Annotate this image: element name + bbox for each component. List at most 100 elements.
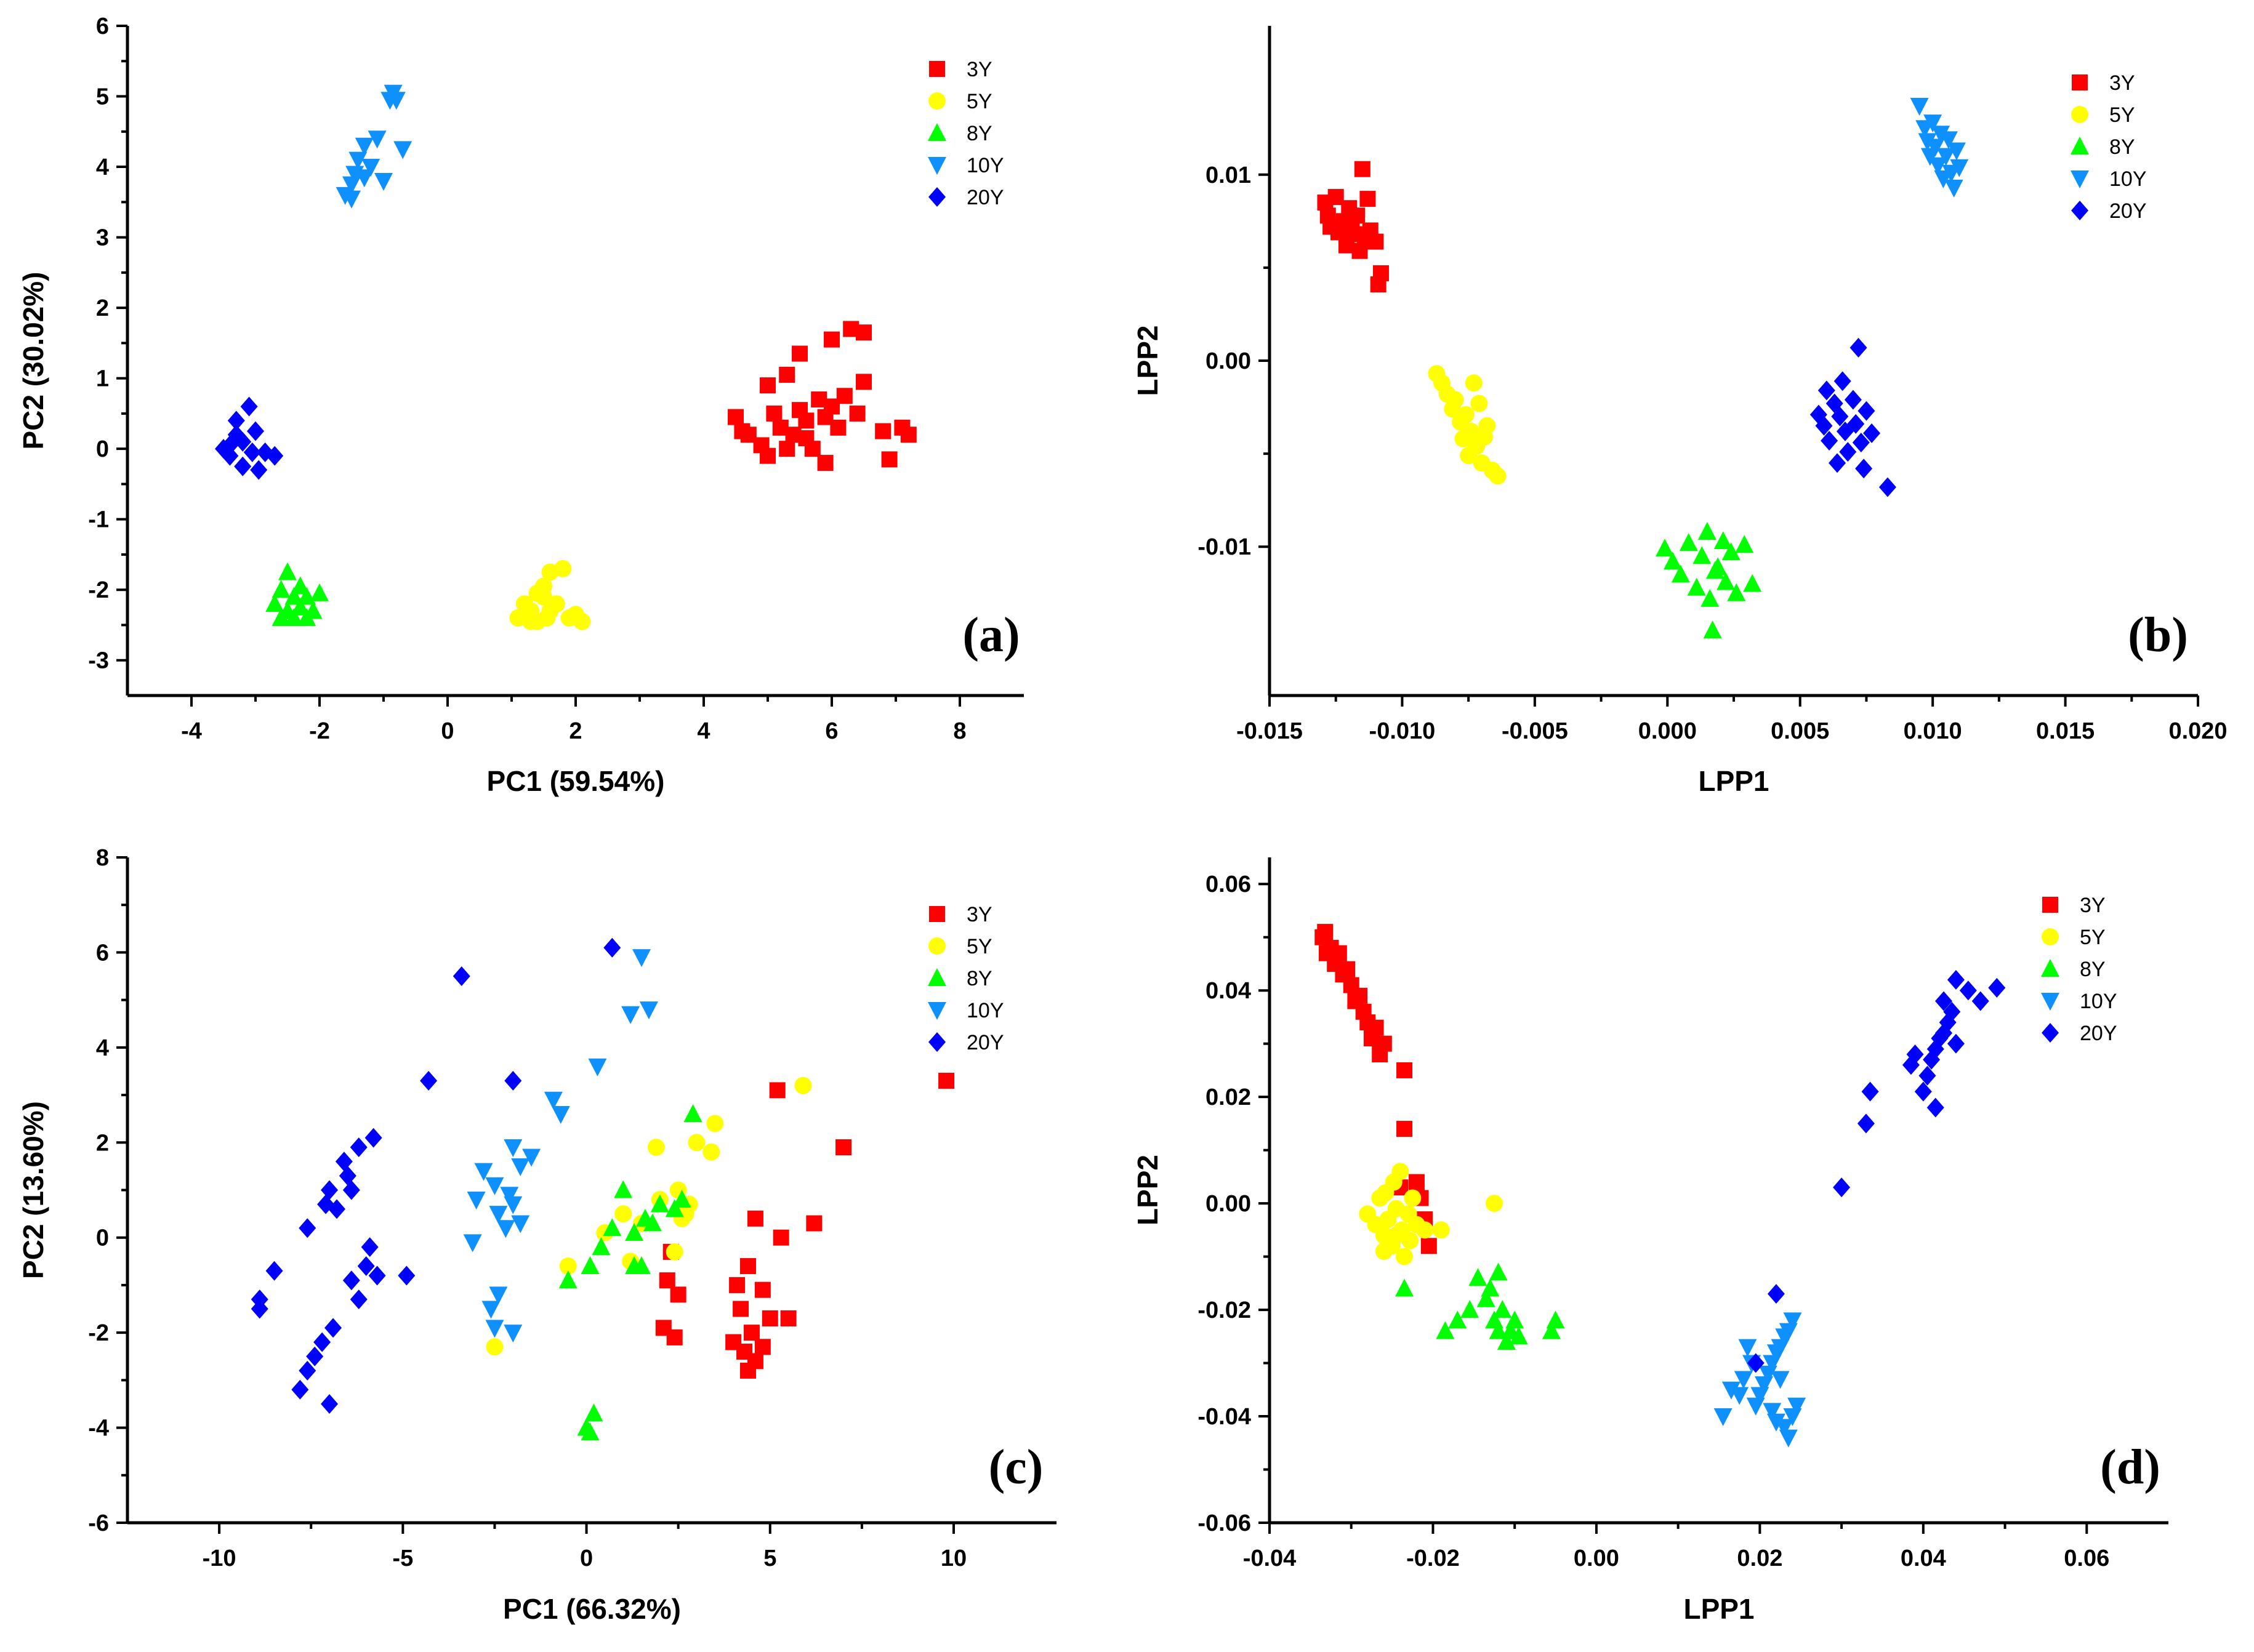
data-point <box>1771 1371 1790 1389</box>
y-tick-label: -0.04 <box>1197 1404 1251 1430</box>
data-point <box>1787 1397 1806 1416</box>
data-point <box>1713 1408 1733 1427</box>
data-point <box>1727 583 1746 601</box>
data-point <box>357 1256 375 1277</box>
data-point <box>1923 114 1942 133</box>
y-axis-label: LPP2 <box>1132 1155 1164 1225</box>
data-point <box>1852 432 1870 452</box>
data-point <box>1395 1278 1414 1297</box>
data-point <box>265 1261 283 1281</box>
data-point <box>1457 406 1475 423</box>
data-point <box>824 331 840 348</box>
y-axis-label: LPP2 <box>1132 325 1164 396</box>
data-point <box>558 1270 578 1289</box>
legend-marker <box>2071 106 2088 123</box>
legend-label: 3Y <box>967 58 992 81</box>
data-point <box>272 608 291 627</box>
data-point <box>1687 577 1706 596</box>
data-point <box>1755 1376 1773 1395</box>
legend-label: 8Y <box>967 122 992 145</box>
data-point <box>398 1265 416 1286</box>
data-point <box>665 1199 684 1217</box>
y-tick-label: 1 <box>96 366 109 392</box>
data-point <box>798 430 815 446</box>
data-point <box>779 441 795 457</box>
data-point <box>1766 1413 1785 1432</box>
data-point <box>835 1139 852 1156</box>
data-point <box>227 411 245 431</box>
data-point <box>544 1091 563 1110</box>
y-tick-label: 2 <box>96 295 109 321</box>
x-axis-label: PC1 (66.32%) <box>503 1593 681 1625</box>
data-point <box>368 1265 386 1286</box>
x-tick-label: 5 <box>763 1546 776 1571</box>
x-axis-label: LPP1 <box>1698 765 1769 797</box>
data-point <box>299 1218 316 1238</box>
data-point <box>1844 390 1862 410</box>
data-point <box>766 405 783 422</box>
data-point <box>632 1256 651 1275</box>
legend-label: 10Y <box>967 999 1004 1022</box>
data-point <box>1465 374 1483 392</box>
data-point <box>393 141 413 159</box>
data-point <box>1330 945 1347 961</box>
data-point <box>1542 1321 1561 1339</box>
data-point <box>1343 220 1360 237</box>
data-point <box>291 597 310 615</box>
data-point <box>1476 1289 1495 1307</box>
y-tick-label: -0.02 <box>1197 1297 1251 1323</box>
chart-panel-a: -4 -2 0 2 4 6 8 -3 -2 -1 0 1 2 3 4 5 6 PC1 (59.54%) PC2 (3… <box>17 14 1024 797</box>
data-point <box>1750 1387 1769 1405</box>
data-point <box>522 612 540 630</box>
legend-marker <box>928 937 946 955</box>
data-point <box>881 451 898 468</box>
data-point <box>240 396 258 417</box>
data-point <box>1486 1195 1503 1213</box>
data-point <box>643 1213 662 1232</box>
data-point <box>581 1256 600 1275</box>
legend-marker <box>929 61 945 77</box>
data-point <box>754 1281 771 1298</box>
legend-marker <box>2041 993 2059 1011</box>
data-point <box>1783 1312 1802 1331</box>
data-point <box>567 606 584 624</box>
data-point <box>1693 546 1712 564</box>
data-point <box>1367 1019 1384 1036</box>
data-point <box>266 446 284 466</box>
data-point <box>1910 97 1929 116</box>
data-point <box>504 1139 523 1158</box>
legend-marker <box>2072 74 2088 90</box>
data-point <box>485 1177 504 1195</box>
data-point <box>677 1205 694 1223</box>
panel-label: (b) <box>2128 608 2188 662</box>
x-tick-label: 0.015 <box>2036 718 2095 744</box>
data-point <box>243 442 261 462</box>
data-point <box>632 949 651 968</box>
data-point <box>221 446 239 466</box>
data-point <box>769 1082 786 1099</box>
y-tick-label: -2 <box>88 577 109 603</box>
data-point <box>504 1070 522 1091</box>
data-point <box>762 1310 778 1326</box>
data-point <box>1505 1310 1524 1329</box>
data-point <box>666 1243 683 1261</box>
data-point <box>1758 1365 1777 1384</box>
series-8Y <box>265 562 329 627</box>
x-tick-label: 0 <box>441 718 454 744</box>
y-axis-label: PC2 (13.60%) <box>17 1101 49 1279</box>
data-point <box>522 1149 541 1167</box>
data-point <box>342 190 361 209</box>
data-point <box>1857 1113 1875 1134</box>
data-point <box>1902 1055 1920 1075</box>
y-tick-label: -4 <box>88 1416 109 1441</box>
data-point <box>592 1237 611 1256</box>
data-point <box>272 580 291 598</box>
data-point <box>559 1257 577 1275</box>
data-point <box>1354 161 1371 177</box>
data-point <box>900 427 917 443</box>
data-point <box>1936 148 1955 166</box>
data-point <box>739 1258 756 1275</box>
data-point <box>321 1180 339 1200</box>
data-point <box>1833 371 1851 391</box>
data-point <box>779 366 795 383</box>
